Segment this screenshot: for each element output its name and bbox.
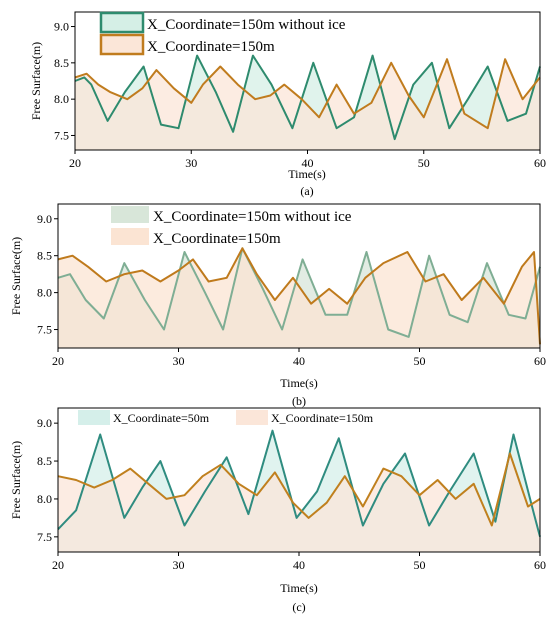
legend-label-a-150m: X_Coordinate=150m bbox=[147, 39, 275, 55]
x-tick-label-b-4: 60 bbox=[534, 354, 546, 368]
legend-label-c-50m: X_Coordinate=50m bbox=[113, 411, 210, 425]
x-tick-label-a-1: 30 bbox=[185, 156, 197, 170]
x-tick-label-a-4: 60 bbox=[534, 156, 546, 170]
y-ticks-c: 7.5 8.0 8.5 9.0 bbox=[37, 416, 58, 544]
x-tick-label-c-0: 20 bbox=[52, 558, 64, 572]
x-tick-label-c-4: 60 bbox=[534, 558, 546, 572]
legend-label-b-without-ice: X_Coordinate=150m without ice bbox=[153, 209, 352, 225]
x-tick-label-a-2: 40 bbox=[302, 156, 314, 170]
y-axis-label-c: Free Surface(m) bbox=[9, 441, 23, 519]
series-area-b-1 bbox=[58, 248, 540, 348]
y-tick-label-b-3: 9.0 bbox=[37, 212, 52, 226]
y-tick-label-c-1: 8.0 bbox=[37, 492, 52, 506]
x-axis-label-c: Time(s) bbox=[280, 581, 318, 595]
caption-c: (c) bbox=[292, 600, 305, 614]
y-tick-label-a-1: 8.0 bbox=[54, 92, 69, 106]
series-line-b-0 bbox=[57, 247, 541, 338]
legend-swatch-a-without-ice bbox=[99, 11, 145, 34]
series-area-c-1 bbox=[58, 453, 540, 552]
x-tick-label-c-3: 50 bbox=[414, 558, 426, 572]
y-tick-label-c-3: 9.0 bbox=[37, 416, 52, 430]
series-line-a-1 bbox=[74, 58, 541, 130]
y-ticks-b: 7.5 8.0 8.5 9.0 bbox=[37, 212, 58, 337]
y-tick-label-b-0: 7.5 bbox=[37, 323, 52, 337]
legend-a: X_Coordinate=150m without ice X_Coordina… bbox=[99, 11, 346, 56]
series-line-a-0 bbox=[74, 54, 541, 141]
legend-c: X_Coordinate=50m X_Coordinate=150m bbox=[78, 410, 374, 425]
y-tick-label-c-2: 8.5 bbox=[37, 454, 52, 468]
legend-label-a-without-ice: X_Coordinate=150m without ice bbox=[147, 17, 346, 33]
chart-panel-c: 20 30 40 50 60 7.58.08.59.0 Free Surface(m) … bbox=[9, 407, 546, 614]
x-tick-label-a-3: 50 bbox=[418, 156, 430, 170]
x-axis-label-a: Time(s) bbox=[288, 167, 326, 181]
caption-a: (a) bbox=[300, 184, 313, 198]
y-tick-label-a-2: 8.5 bbox=[54, 56, 69, 70]
y-tick-label-b-1: 8.0 bbox=[37, 286, 52, 300]
y-tick-label-b-2: 8.5 bbox=[37, 249, 52, 263]
y-tick-label-c-0: 7.5 bbox=[37, 530, 52, 544]
legend-label-c-150m: X_Coordinate=150m bbox=[271, 411, 374, 425]
series-line-c-0 bbox=[57, 429, 541, 538]
x-tick-label-a-0: 20 bbox=[69, 156, 81, 170]
chart-panel-a: 20 30 40 50 60 7.58.08.59.0 Free Surface(m) … bbox=[29, 11, 546, 198]
plot-area-a bbox=[74, 54, 541, 151]
y-axis-label-a: Free Surface(m) bbox=[29, 42, 43, 120]
legend-swatch-c-50m bbox=[78, 410, 110, 425]
x-tick-label-b-2: 40 bbox=[293, 354, 305, 368]
chart-panel-b: 20 30 40 50 60 7.58.08.59.0 Free Surface(m) … bbox=[9, 203, 546, 408]
legend-label-b-150m: X_Coordinate=150m bbox=[153, 231, 281, 247]
legend-b: X_Coordinate=150m without ice X_Coordina… bbox=[111, 206, 352, 247]
x-ticks-a: 20 30 40 50 60 bbox=[69, 150, 546, 170]
legend-swatch-b-150m bbox=[111, 228, 149, 245]
x-ticks-c: 20 30 40 50 60 bbox=[52, 552, 546, 572]
x-ticks-b: 20 30 40 50 60 bbox=[52, 348, 546, 368]
y-tick-label-a-3: 9.0 bbox=[54, 20, 69, 34]
series-line-c-1 bbox=[57, 452, 541, 527]
y-ticks-a: 7.5 8.0 8.5 9.0 bbox=[54, 20, 75, 142]
y-tick-label-a-0: 7.5 bbox=[54, 128, 69, 142]
y-axis-label-b: Free Surface(m) bbox=[9, 237, 23, 315]
legend-swatch-b-without-ice bbox=[111, 206, 149, 223]
x-axis-label-b: Time(s) bbox=[280, 376, 318, 390]
x-tick-label-b-0: 20 bbox=[52, 354, 64, 368]
x-tick-label-c-1: 30 bbox=[173, 558, 185, 572]
x-tick-label-b-1: 30 bbox=[173, 354, 185, 368]
series-line-b-1 bbox=[57, 247, 541, 345]
plot-area-c bbox=[57, 429, 541, 552]
series-area-a-1 bbox=[75, 59, 540, 151]
plot-area-b bbox=[57, 247, 541, 348]
x-tick-label-b-3: 50 bbox=[414, 354, 426, 368]
x-tick-label-c-2: 40 bbox=[293, 558, 305, 572]
caption-b: (b) bbox=[292, 394, 306, 408]
legend-swatch-c-150m bbox=[236, 410, 268, 425]
legend-swatch-a-150m bbox=[99, 33, 145, 56]
